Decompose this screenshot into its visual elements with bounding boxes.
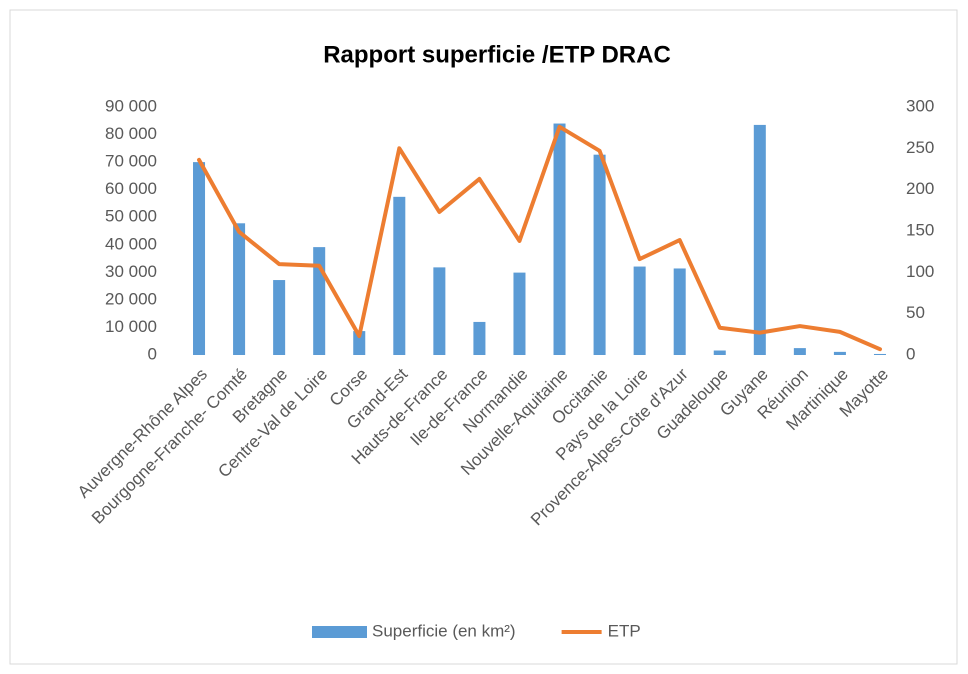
y-tick-label: 0 — [148, 344, 157, 363]
bar — [473, 321, 486, 355]
y-tick-label: 40 000 — [105, 234, 157, 253]
legend-label: ETP — [608, 621, 641, 640]
y2-tick-label: 100 — [906, 262, 934, 281]
chart-title: Rapport superficie /ETP DRAC — [323, 41, 671, 68]
bar — [713, 350, 726, 355]
y-tick-label: 50 000 — [105, 207, 157, 226]
bar — [193, 162, 206, 355]
bar — [753, 124, 766, 356]
y2-tick-label: 250 — [906, 138, 934, 157]
y2-tick-label: 0 — [906, 344, 915, 363]
bar — [353, 331, 366, 355]
y2-tick-label: 50 — [906, 303, 925, 322]
y-tick-label: 90 000 — [105, 96, 157, 115]
y-tick-label: 80 000 — [105, 124, 157, 143]
bar — [273, 280, 286, 355]
bar — [833, 351, 846, 355]
bar — [233, 223, 246, 355]
bar — [513, 272, 526, 355]
y-tick-label: 20 000 — [105, 289, 157, 308]
legend-label: Superficie (en km²) — [372, 621, 516, 640]
bar — [313, 247, 326, 355]
y-tick-label: 60 000 — [105, 179, 157, 198]
bar — [873, 353, 886, 355]
bar — [793, 348, 806, 355]
bar — [593, 154, 606, 355]
bar — [393, 196, 406, 355]
legend-swatch — [312, 626, 367, 638]
y2-tick-label: 200 — [906, 179, 934, 198]
y2-tick-label: 150 — [906, 220, 934, 239]
y-tick-label: 10 000 — [105, 317, 157, 336]
bar — [553, 123, 566, 356]
bar — [433, 267, 446, 355]
y2-tick-label: 300 — [906, 96, 934, 115]
y-tick-label: 30 000 — [105, 262, 157, 281]
bar — [673, 268, 686, 355]
bar — [633, 266, 646, 355]
line — [197, 124, 882, 352]
y-tick-label: 70 000 — [105, 152, 157, 171]
